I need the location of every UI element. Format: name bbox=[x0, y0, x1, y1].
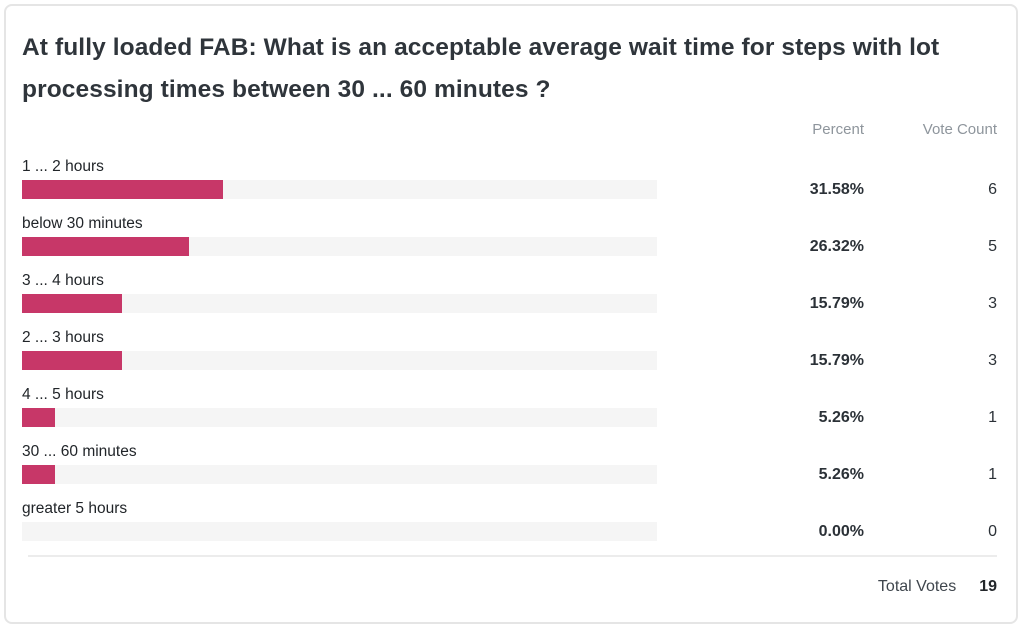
poll-question-title: At fully loaded FAB: What is an acceptab… bbox=[22, 34, 940, 103]
result-bar-fill bbox=[22, 237, 190, 256]
total-divider bbox=[28, 555, 997, 557]
option-label: greater 5 hours bbox=[22, 500, 128, 517]
option-label: 4 ... 5 hours bbox=[22, 386, 104, 403]
result-bar-fill bbox=[22, 465, 56, 484]
option-percent: 31.58% bbox=[809, 181, 864, 198]
total-votes-label: Total Votes bbox=[877, 578, 957, 595]
poll-option-row: 30 ... 60 minutes 5.26% 1 bbox=[22, 441, 997, 484]
total-votes-value: 19 bbox=[979, 578, 997, 595]
poll-option-row: below 30 minutes 26.32% 5 bbox=[22, 213, 997, 256]
result-bar-track bbox=[22, 294, 657, 313]
option-percent: 0.00% bbox=[818, 523, 864, 540]
poll-options-list: 1 ... 2 hours 31.58% 6 below 30 minutes … bbox=[22, 156, 997, 541]
column-header-vote-count: Vote Count bbox=[922, 121, 997, 138]
total-votes-row: Total Votes 19 bbox=[22, 577, 997, 597]
result-bar-track bbox=[22, 522, 657, 541]
option-label: 1 ... 2 hours bbox=[22, 158, 104, 175]
option-vote-count: 6 bbox=[988, 181, 997, 198]
option-vote-count: 3 bbox=[988, 295, 997, 312]
result-bar-track bbox=[22, 408, 657, 427]
poll-option-row: 1 ... 2 hours 31.58% 6 bbox=[22, 156, 997, 199]
result-bar-fill bbox=[22, 408, 56, 427]
poll-option-row: 4 ... 5 hours 5.26% 1 bbox=[22, 384, 997, 427]
result-bar-track bbox=[22, 351, 657, 370]
column-header-percent: Percent bbox=[812, 121, 864, 138]
result-bar-track bbox=[22, 237, 657, 256]
option-label: 2 ... 3 hours bbox=[22, 329, 104, 346]
option-percent: 5.26% bbox=[818, 466, 864, 483]
result-bar-fill bbox=[22, 180, 223, 199]
poll-results-card: At fully loaded FAB: What is an acceptab… bbox=[4, 4, 1018, 624]
option-percent: 15.79% bbox=[809, 352, 864, 369]
poll-option-row: 3 ... 4 hours 15.79% 3 bbox=[22, 270, 997, 313]
option-label: 3 ... 4 hours bbox=[22, 272, 104, 289]
option-vote-count: 1 bbox=[988, 409, 997, 426]
option-percent: 5.26% bbox=[818, 409, 864, 426]
option-percent: 26.32% bbox=[809, 238, 864, 255]
poll-option-row: greater 5 hours 0.00% 0 bbox=[22, 498, 997, 541]
option-label: below 30 minutes bbox=[22, 215, 143, 232]
result-bar-fill bbox=[22, 294, 123, 313]
option-vote-count: 3 bbox=[988, 352, 997, 369]
option-vote-count: 0 bbox=[988, 523, 997, 540]
result-bar-fill bbox=[22, 351, 123, 370]
option-vote-count: 5 bbox=[988, 238, 997, 255]
column-headers: Percent Vote Count bbox=[22, 120, 997, 140]
poll-option-row: 2 ... 3 hours 15.79% 3 bbox=[22, 327, 997, 370]
option-label: 30 ... 60 minutes bbox=[22, 443, 137, 460]
option-percent: 15.79% bbox=[809, 295, 864, 312]
result-bar-track bbox=[22, 465, 657, 484]
result-bar-track bbox=[22, 180, 657, 199]
option-vote-count: 1 bbox=[988, 466, 997, 483]
